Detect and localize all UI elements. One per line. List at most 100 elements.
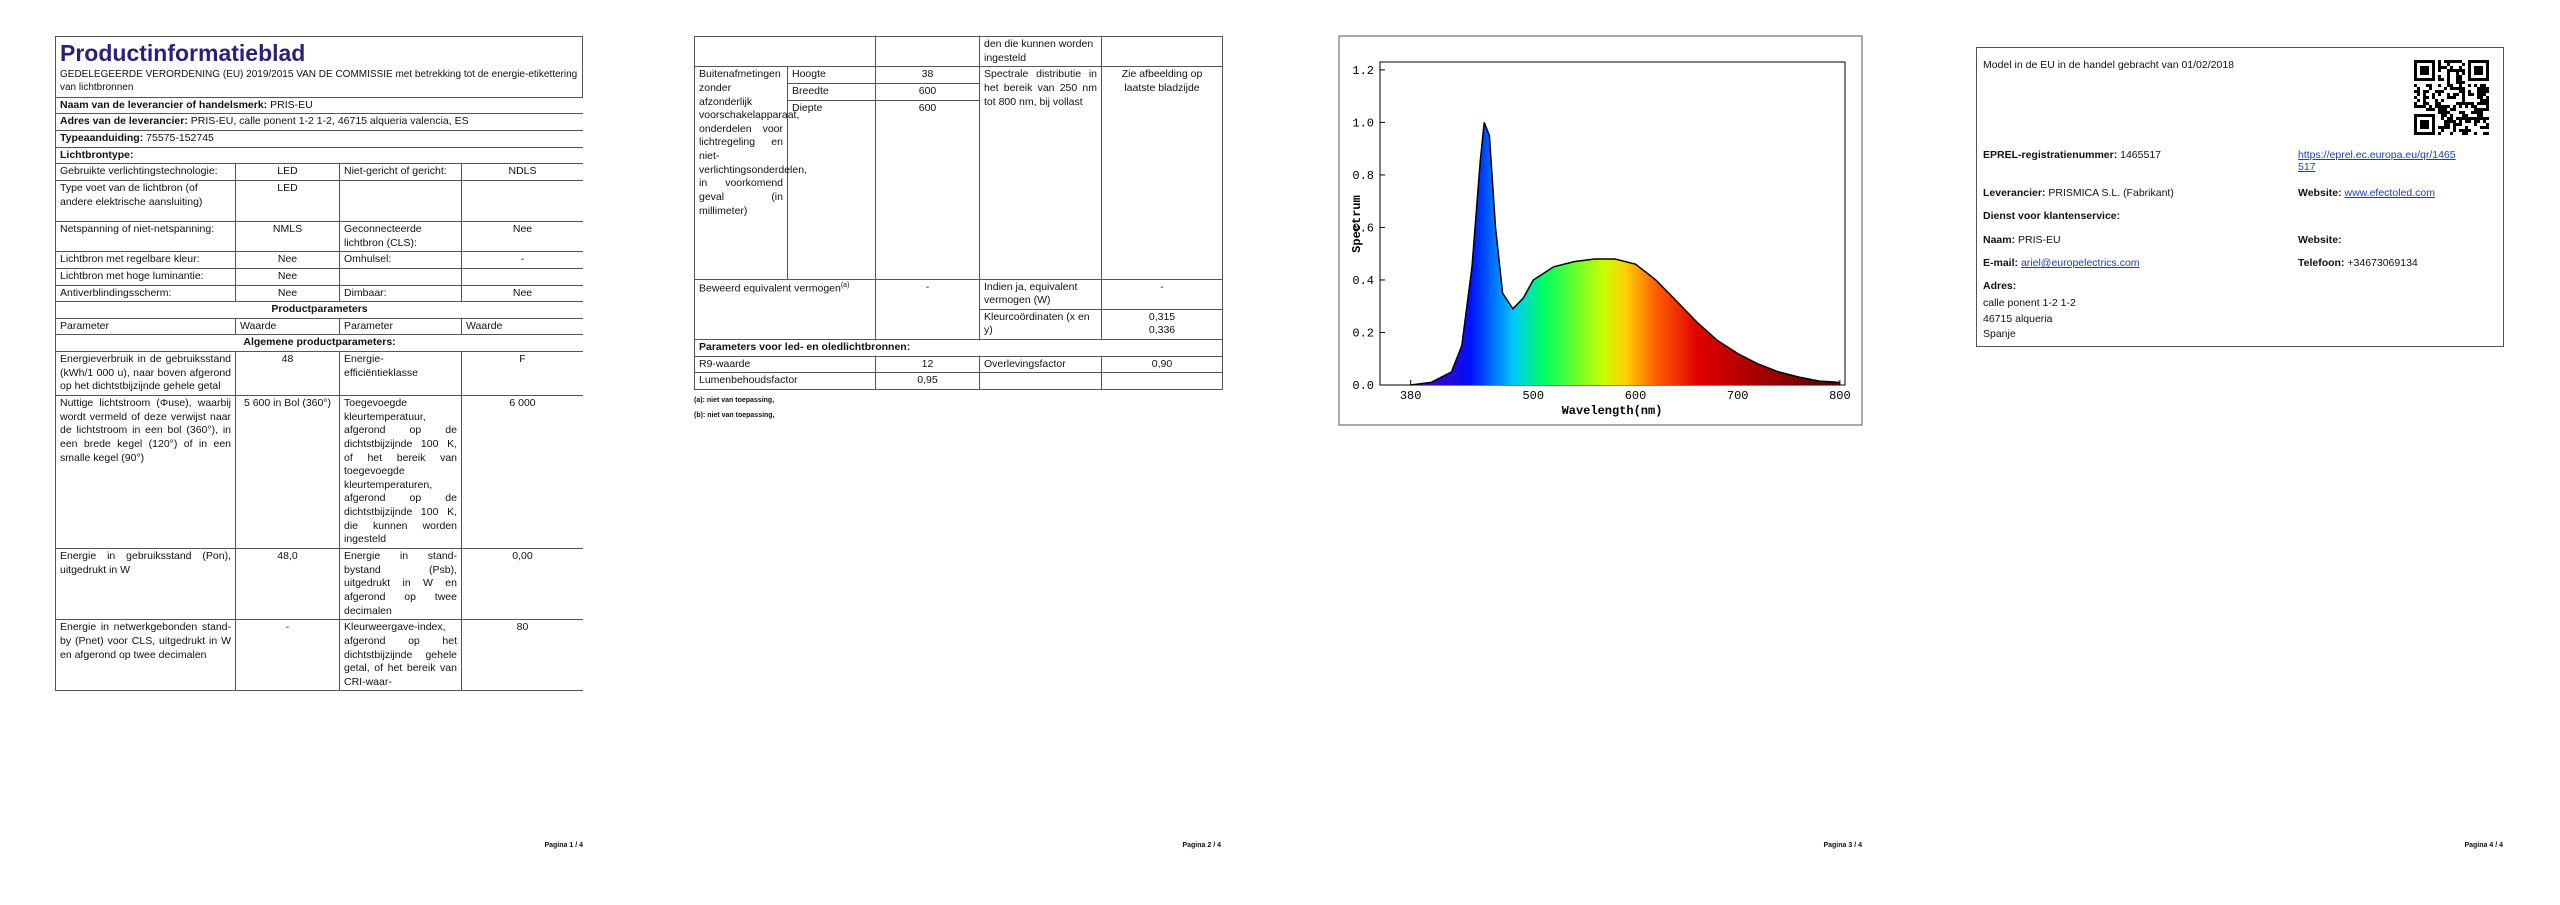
x-tick-label: 600 [1625,389,1647,403]
table-cell: Niet-gericht of gericht: [339,163,462,181]
y-tick-label: 0.4 [1352,274,1374,288]
link[interactable]: www.efectoled.com [2344,187,2435,199]
page-footer: Pagina 4 / 4 [2464,842,2503,849]
table-cell: Adres van de leverancier: PRIS-EU, calle… [55,113,583,132]
text: niet van toepassing, [707,412,775,420]
table-cell: Energie in gebruiksstand (Pon), uitgedru… [55,548,236,621]
table-cell: Kleurcoördinaten (x en y) [979,308,1102,341]
table-cell: Nee [460,220,583,253]
table-cell: 0,95 [875,372,980,391]
table-cell [694,35,876,68]
text: Typeaanduiding: [60,132,144,145]
text: (b): [694,412,706,420]
header: Productinformatieblad GEDELEGEERDE VEROR… [55,36,583,97]
footnote: (a): niet van toepassing, [694,396,1222,405]
table-cell: - [235,619,340,692]
text: 0,336 [1148,324,1176,337]
table-cell: 0,315 0,336 [1101,308,1223,341]
text: Naam: [1983,234,2016,246]
table-cell: Beweerd equivalent vermogen(a) [694,278,876,341]
qr-code [2414,60,2489,135]
table-cell: Indien ja, equivalent vermogen (W) [979,278,1102,310]
table-cell: Parameter [339,317,462,336]
table-cell: Kleurweergave-index, afgerond op het dic… [339,619,462,692]
y-tick-label: 1.2 [1352,64,1374,78]
table-cell: Type voet van de lichtbron (of andere el… [55,179,236,222]
table-cell: Typeaanduiding: 75575-152745 [55,130,583,148]
text: 1465517 [2120,149,2162,161]
text: PRIS-EU [2018,234,2061,246]
table-cell: Buitenafmetingen zonder afzonderlijk voo… [694,66,807,280]
text: Beweerd equivalent vermogen [699,282,841,295]
x-tick-label: 700 [1727,389,1749,403]
text: calle ponent 1-2 1-2 [1983,297,2076,309]
text: Spanje [1983,328,2016,340]
table-cell: Waarde [460,317,583,336]
text: Telefoon: [2298,257,2345,269]
text: Leverancier: [1983,187,2046,199]
text: 0,315 [1148,310,1176,323]
table-cell: 5 600 in Bol (360°) [235,394,340,550]
spectrum-line [1410,122,1840,386]
text: niet van toepassing, [706,397,775,405]
product-table: den die kunnen worden ingesteld Buitenaf… [694,35,1223,391]
x-tick-label: 500 [1522,389,1544,403]
table-cell: Nuttige lichtstroom (Φuse), waarbij word… [55,394,236,550]
table-cell: 0,00 [460,548,583,621]
table-cell [875,35,980,68]
text: (a) [840,281,850,289]
table-cell: Parameters voor led- en oledlichtbronnen… [694,339,1223,357]
text: Website: [2298,187,2342,199]
text: 46715 alqueria [1983,312,2053,325]
table-cell: Energie in stand-bystand (Psb), uitgedru… [339,548,462,621]
product-table: Naam van de leverancier of handelsmerk: … [55,96,583,692]
y-tick-label: 0.8 [1352,169,1374,183]
table-cell: Omhulsel: [339,251,462,269]
y-tick-label: 0.6 [1352,221,1374,235]
qr-modules [2414,60,2489,135]
table-cell [460,179,583,222]
text: Naam van de leverancier of handelsmerk: [60,98,268,111]
table-cell: den die kunnen worden ingesteld [979,35,1102,68]
link[interactable]: ariel@europelectrics.com [2020,257,2140,269]
text: (a): [694,397,705,405]
page-footer: Pagina 1 / 4 [544,842,583,849]
text: 75575-152745 [146,132,214,145]
y-tick-label: 0.0 [1352,379,1374,393]
table-cell: Spectrale distributie in het bereik van … [979,66,1102,280]
text: PRIS-EU, calle ponent 1-2 1-2, 46715 alq… [190,115,469,128]
table-cell: Lichtbron met regelbare kleur: [55,251,236,269]
footnote: (b): niet van toepassing, [694,411,1222,420]
page-footer: Pagina 2 / 4 [1182,842,1221,849]
y-tick-label: 0.2 [1352,326,1374,340]
x-tick-label: 380 [1400,389,1422,403]
table-cell: Energieverbruik in de gebruiksstand (kWh… [55,351,236,396]
page-footer: Pagina 3 / 4 [1823,842,1862,849]
spectrum-area [1410,122,1840,386]
text: PRISMICA S.L. (Fabrikant) [2048,187,2174,199]
regulation: GEDELEGEERDE VERORDENING (EU) 2019/2015 … [60,68,578,93]
page-2: den die kunnen worden ingesteld Buitenaf… [694,35,1223,420]
info-box [1976,47,2504,347]
table-cell: 6 000 [460,394,583,550]
table-cell: 80 [460,619,583,692]
x-axis-label: Wavelength(nm) [1562,404,1663,418]
text: +34673069134 [2347,257,2418,269]
y-axis-label: Spectrum [1350,195,1364,253]
link[interactable]: https://eprel.ec.europa.eu/qr/1465517 [2298,149,2456,173]
table-cell [1101,372,1223,391]
text: E-mail: [1983,257,2019,269]
table-cell: Toegevoegde kleurtemperatuur, afgerond o… [339,394,462,550]
table-cell: Diepte [787,99,876,280]
table-cell: Geconnecteerde lichtbron (CLS): [339,220,462,253]
table-cell: NMLS [235,220,340,253]
text: PRIS-EU [270,98,313,111]
table-cell: Breedte [787,82,876,101]
page-1: Productinformatieblad GEDELEGEERDE VEROR… [55,36,583,817]
table-cell: - [875,278,980,341]
text: Adres van de leverancier: [60,115,188,128]
table-cell: Energie-efficiëntieklasse [339,351,462,396]
table-cell: Lichtbron met hoge luminantie: [55,267,236,286]
